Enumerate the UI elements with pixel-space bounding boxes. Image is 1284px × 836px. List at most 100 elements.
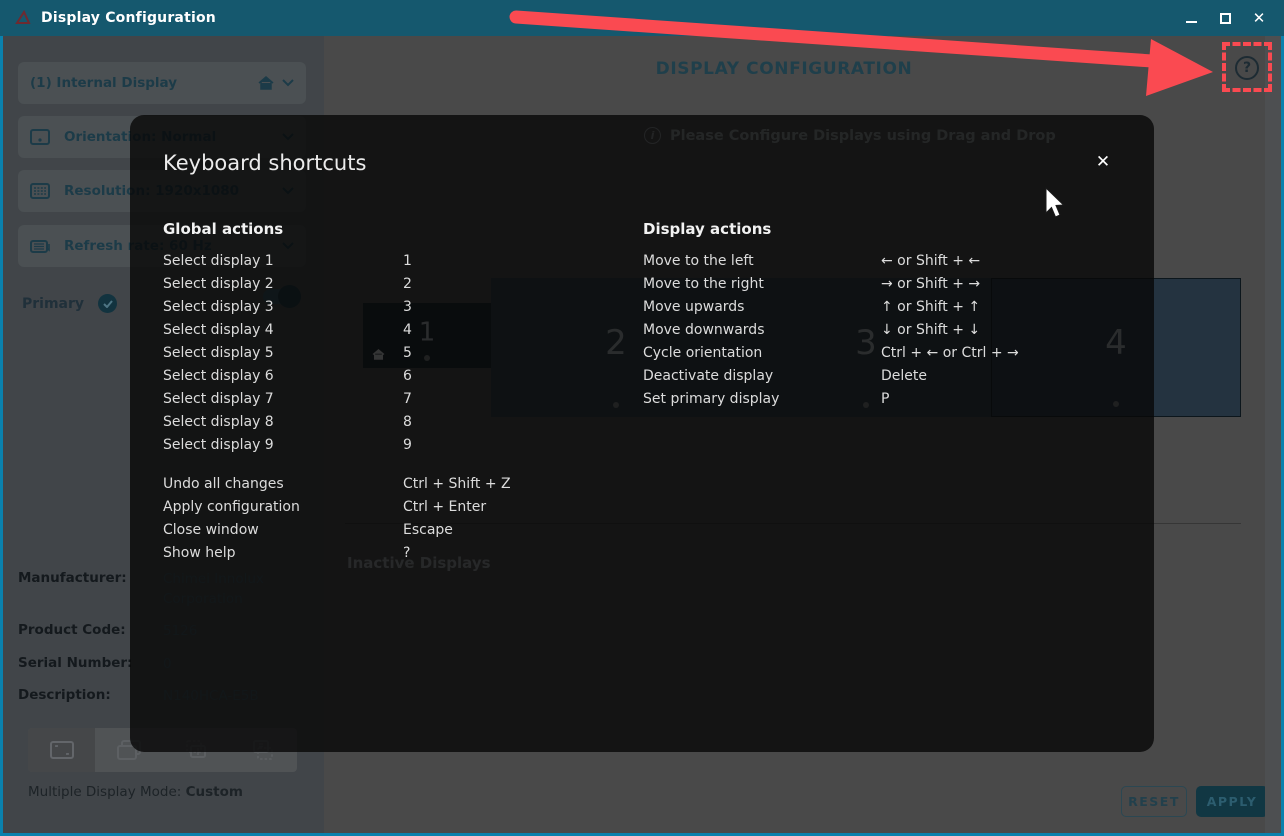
shortcut-row: Select display 1 1 <box>163 249 643 272</box>
app-logo-icon <box>15 9 31 24</box>
shortcut-keys: 7 <box>403 390 412 407</box>
shortcut-keys: ↓ or Shift + ↓ <box>881 321 981 338</box>
shortcut-keys: Delete <box>881 367 927 384</box>
custom-mode-button[interactable] <box>28 728 96 772</box>
shortcut-row: Select display 2 2 <box>163 272 643 295</box>
shortcut-row: Move downwards ↓ or Shift + ↓ <box>643 318 1121 341</box>
window-controls: ✕ <box>1174 0 1276 36</box>
shortcut-row: Select display 7 7 <box>163 387 643 410</box>
custom-mode-icon <box>49 741 74 759</box>
info-field-label: Description: <box>18 687 111 704</box>
help-button[interactable]: ? <box>1235 56 1259 80</box>
shortcut-keys: 2 <box>403 275 412 292</box>
keyboard-shortcuts-dialog: Keyboard shortcuts ✕ Global actions Sele… <box>130 115 1154 752</box>
shortcut-row: Show help ? <box>163 541 643 564</box>
shortcut-action: Move to the left <box>643 252 754 269</box>
shortcut-action: Move downwards <box>643 321 765 338</box>
shortcut-row: Move to the left ← or Shift + ← <box>643 249 1121 272</box>
minimize-icon <box>1185 21 1197 23</box>
minimize-button[interactable] <box>1174 3 1208 33</box>
shortcut-keys: Ctrl + Shift + Z <box>403 475 511 492</box>
close-button[interactable]: ✕ <box>1242 3 1276 33</box>
apply-button[interactable]: APPLY <box>1196 786 1268 817</box>
window-border-left <box>0 36 3 836</box>
shortcut-keys: Escape <box>403 521 453 538</box>
primary-label: Primary <box>22 295 85 312</box>
shortcut-action: Move upwards <box>643 298 745 315</box>
chevron-down-icon <box>282 79 294 87</box>
maximize-button[interactable] <box>1208 3 1242 33</box>
shortcut-keys: ? <box>403 544 411 561</box>
shortcut-action: Select display 8 <box>163 413 274 430</box>
shortcut-row: Move upwards ↑ or Shift + ↑ <box>643 295 1121 318</box>
shortcut-action: Select display 2 <box>163 275 274 292</box>
mode-value: Custom <box>185 784 243 800</box>
display-actions-rows: Move to the left ← or Shift + ← Move to … <box>643 249 1121 410</box>
shortcut-action: Select display 1 <box>163 252 274 269</box>
titlebar: Display Configuration ✕ <box>0 0 1284 36</box>
multiple-display-mode-line: Multiple Display Mode: Custom <box>28 784 243 800</box>
shortcut-keys: Ctrl + ← or Ctrl + → <box>881 344 1019 361</box>
shortcut-keys: 1 <box>403 252 412 269</box>
window-border-right <box>1281 36 1284 836</box>
shortcut-row: Select display 5 5 <box>163 341 643 364</box>
shortcut-keys: ↑ or Shift + ↑ <box>881 298 981 315</box>
shortcut-keys: 4 <box>403 321 412 338</box>
shortcut-keys: 8 <box>403 413 412 430</box>
maximize-icon <box>1219 12 1231 24</box>
shortcut-action: Select display 7 <box>163 390 274 407</box>
shortcut-action: Close window <box>163 521 259 538</box>
shortcut-row: Cycle orientation Ctrl + ← or Ctrl + → <box>643 341 1121 364</box>
shortcut-row: Apply configuration Ctrl + Enter <box>163 495 643 518</box>
shortcut-keys: 5 <box>403 344 412 361</box>
shortcut-row: Select display 6 6 <box>163 364 643 387</box>
reset-button[interactable]: RESET <box>1121 786 1187 817</box>
shortcut-action: Deactivate display <box>643 367 774 384</box>
close-icon: ✕ <box>1095 152 1111 172</box>
display-actions-column: Display actions Move to the left ← or Sh… <box>643 217 1121 564</box>
display-actions-heading: Display actions <box>643 219 772 238</box>
shortcut-action: Undo all changes <box>163 475 284 492</box>
info-field-label: Product Code: <box>18 622 126 639</box>
dialog-close-button[interactable]: ✕ <box>1092 151 1114 173</box>
shortcut-keys: Ctrl + Enter <box>403 498 487 515</box>
display-selector-label: (1) Internal Display <box>30 75 178 91</box>
window-border-bottom <box>0 833 1284 836</box>
shortcut-row: Select display 3 3 <box>163 295 643 318</box>
shortcut-keys: → or Shift + → <box>881 275 981 292</box>
shortcut-keys: 9 <box>403 436 412 453</box>
info-field-label: Serial Number: <box>18 654 133 671</box>
info-field-label: Manufacturer: <box>18 570 127 586</box>
shortcut-row: Set primary display P <box>643 387 1121 410</box>
shortcut-row: Close window Escape <box>163 518 643 541</box>
mode-label: Multiple Display Mode: <box>28 784 182 800</box>
close-icon: ✕ <box>1252 8 1266 27</box>
shortcut-action: Select display 6 <box>163 367 274 384</box>
global-actions-group2: Undo all changes Ctrl + Shift + Z Apply … <box>163 472 643 564</box>
scrollbar[interactable] <box>1265 36 1281 836</box>
global-actions-group1: Select display 1 1 Select display 2 2 Se… <box>163 249 643 456</box>
shortcut-action: Select display 9 <box>163 436 274 453</box>
shortcut-action: Select display 3 <box>163 298 274 315</box>
shortcut-keys: ← or Shift + ← <box>881 252 981 269</box>
shortcut-action: Move to the right <box>643 275 764 292</box>
shortcut-action: Show help <box>163 544 236 561</box>
primary-row: Primary <box>22 294 118 313</box>
shortcut-action: Select display 4 <box>163 321 274 338</box>
primary-check-icon <box>98 294 118 313</box>
shortcut-row: Move to the right → or Shift + → <box>643 272 1121 295</box>
dialog-title: Keyboard shortcuts <box>163 151 367 175</box>
shortcut-keys: 6 <box>403 367 412 384</box>
shortcut-row: Select display 9 9 <box>163 433 643 456</box>
shortcut-keys: P <box>881 390 890 407</box>
shortcut-keys: 3 <box>403 298 412 315</box>
shortcut-action: Select display 5 <box>163 344 274 361</box>
display-selector-dropdown[interactable]: (1) Internal Display <box>18 62 306 104</box>
home-icon <box>258 76 274 90</box>
orientation-icon <box>30 129 50 145</box>
shortcut-row: Select display 4 4 <box>163 318 643 341</box>
global-actions-column: Global actions Select display 1 1 Select… <box>163 217 643 564</box>
resolution-icon <box>30 183 50 199</box>
page-title: DISPLAY CONFIGURATION <box>655 59 913 79</box>
